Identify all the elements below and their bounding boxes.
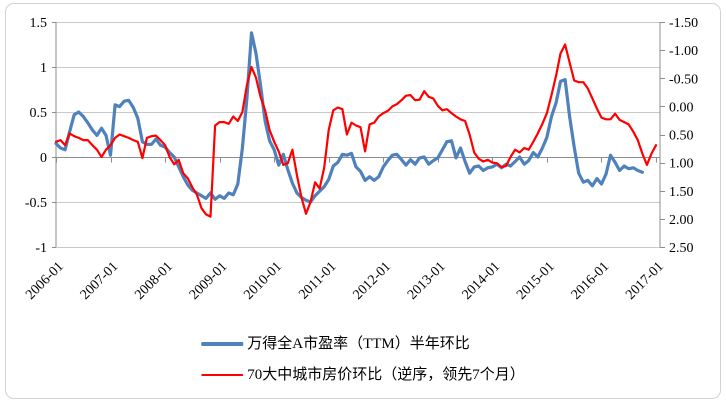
x-axis-tick-label: 2011-01 (296, 259, 339, 302)
x-axis-tick-label: 2015-01 (514, 259, 558, 303)
gridlines-group (56, 22, 660, 248)
legend-entry-pe-ratio: 万得全A市盈率（TTM）半年环比 (201, 333, 470, 355)
x-axis-tick-label: 2006-01 (23, 259, 67, 303)
x-axis-tick-label: 2013-01 (405, 259, 449, 303)
right-axis-tick-label: 1.50 (669, 185, 694, 200)
left-axis-tick-label: -1 (35, 241, 47, 256)
right-axis-tick-label: 0.50 (669, 129, 694, 144)
housing-price-line-swatch (201, 373, 244, 377)
x-axis-tick-label: 2008-01 (132, 259, 176, 303)
right-axis-tick-label: 0.00 (669, 100, 694, 115)
housing-price-legend-label: 70大中城市房价环比（逆序，领先7个月） (247, 367, 525, 383)
x-axis-tick-label: 2012-01 (350, 259, 394, 303)
right-axis-tick-label: 2.00 (669, 213, 694, 228)
housing-price-line (54, 43, 658, 218)
pe-ratio-line (54, 31, 645, 204)
right-axis-tick-label: 2.50 (669, 241, 694, 256)
right-axis-tick-label: -0.50 (669, 72, 698, 87)
pe-ratio-line-swatch (201, 342, 244, 346)
axes-group (52, 22, 665, 248)
x-axis-tick-label: 2010-01 (241, 259, 285, 303)
chart-frame-border (5, 3, 721, 399)
x-axis-labels: 2006-01 2007-01 2008-01 2009-01 2010-01 2011-… (23, 259, 667, 303)
left-axis-tick-label: 1 (40, 61, 47, 76)
x-axis-tick-label: 2017-01 (623, 259, 667, 303)
left-axis-labels: 1.5 1 0.5 0 -0.5 -1 (25, 16, 47, 256)
left-axis-tick-label: 0 (40, 151, 47, 166)
right-axis-labels: -1.50 -1.00 -0.50 0.00 0.50 1.00 1.50 2.00 2.50 (669, 16, 698, 256)
x-axis-tick-label: 2014-01 (460, 259, 504, 303)
left-axis-tick-label: 0.5 (30, 106, 48, 121)
x-axis-tick-label: 2016-01 (569, 259, 613, 303)
right-axis-tick-label: -1.00 (669, 44, 698, 59)
x-axis-tick-label: 2007-01 (78, 259, 122, 303)
chart-legend: 万得全A市盈率（TTM）半年环比 70大中城市房价环比（逆序，领先7个月） (201, 333, 525, 386)
pe-ratio-legend-label: 万得全A市盈率（TTM）半年环比 (247, 336, 470, 352)
legend-entry-housing-price: 70大中城市房价环比（逆序，领先7个月） (201, 364, 525, 386)
right-axis-tick-label: -1.50 (669, 16, 698, 31)
left-axis-tick-label: -0.5 (25, 196, 47, 211)
series-lines-group (54, 31, 658, 218)
x-axis-tick-label: 2009-01 (187, 259, 231, 303)
right-axis-tick-label: 1.00 (669, 157, 694, 172)
left-axis-tick-label: 1.5 (30, 16, 48, 31)
